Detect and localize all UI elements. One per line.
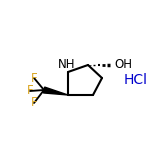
Text: OH: OH [114,59,132,71]
Text: HCl: HCl [124,73,148,87]
Text: F: F [27,85,33,97]
Text: F: F [31,71,37,85]
Text: F: F [31,97,37,109]
Polygon shape [43,87,68,95]
Text: NH: NH [58,57,76,71]
